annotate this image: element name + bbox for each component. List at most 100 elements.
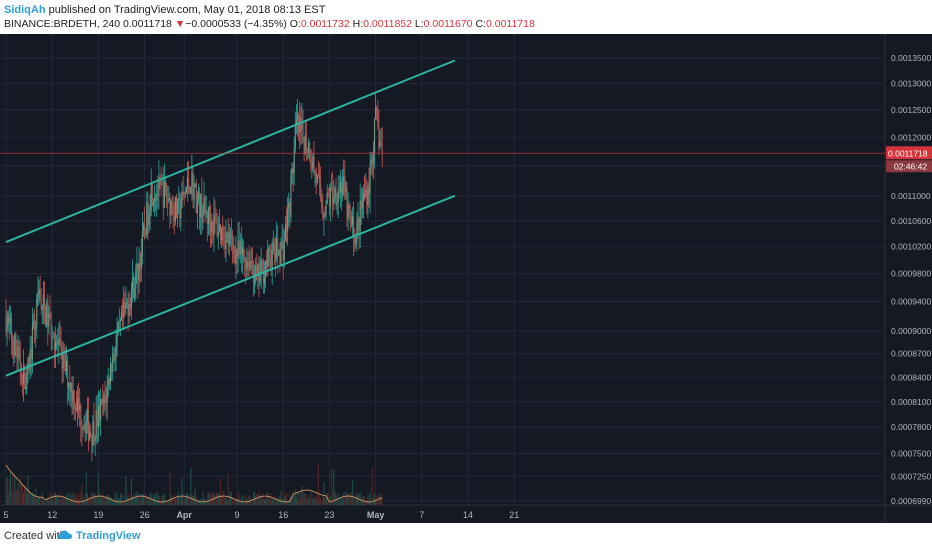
candle-body <box>144 224 146 232</box>
volume-bar <box>258 491 260 505</box>
candle-body <box>92 420 94 446</box>
candle-body <box>12 338 14 341</box>
volume-bar <box>314 497 316 505</box>
y-tick-label: 0.0009000 <box>891 326 931 336</box>
volume-bar <box>168 499 170 505</box>
volume-bar <box>261 492 263 505</box>
candle-body <box>208 207 211 221</box>
volume-bar <box>100 496 102 505</box>
open-value: 0.0011732 <box>300 18 350 30</box>
candle-body <box>47 302 49 327</box>
channel-lines[interactable] <box>5 59 456 377</box>
volume-bar <box>206 493 208 505</box>
candle-body <box>178 198 180 201</box>
x-tick-label: 5 <box>3 510 8 520</box>
volume-bar <box>377 496 379 505</box>
candle-body <box>367 186 369 206</box>
author-name[interactable]: SidiqAh <box>4 4 46 16</box>
volume-bar <box>93 494 95 505</box>
channel-lower-line[interactable] <box>5 194 456 377</box>
volume-bar <box>182 493 184 505</box>
channel-upper-line[interactable] <box>5 59 456 243</box>
candle-body <box>180 208 182 220</box>
candle-body <box>235 249 237 264</box>
volume-bar <box>148 499 150 505</box>
candle-body <box>68 382 70 388</box>
volume-bar <box>267 491 269 505</box>
candle-body <box>375 107 377 119</box>
volume-bar <box>45 500 47 505</box>
volume-bar <box>82 495 84 505</box>
candle-body <box>350 216 352 225</box>
volume-bar <box>241 494 244 505</box>
volume-bar <box>58 496 60 505</box>
volume-bar <box>63 498 65 505</box>
volume-bar <box>315 494 317 505</box>
volume-bar <box>320 498 322 505</box>
volume-bar <box>38 495 40 505</box>
volume-bar <box>73 498 75 505</box>
candle-body <box>236 249 238 257</box>
candle-body <box>51 337 53 340</box>
volume-bar <box>323 481 325 505</box>
volume-bar <box>259 495 261 505</box>
close-value: 0.0011718 <box>485 18 535 30</box>
candle-body <box>313 156 315 172</box>
volume-bar <box>260 498 262 505</box>
volume-bar <box>158 495 160 505</box>
volume-bar <box>116 491 118 505</box>
time-axis[interactable]: 5 12 19 26 Apr 9 16 23 May 7 14 21 <box>3 510 519 520</box>
candle-body <box>240 240 242 256</box>
candlestick-chart[interactable]: 0.0013500 0.0013000 0.0012500 0.0012000 0.00… <box>0 34 932 523</box>
volume-bar <box>67 500 69 505</box>
volume-bar <box>239 500 241 505</box>
candle-body <box>347 204 349 219</box>
volume-bar <box>313 496 315 505</box>
candle-body <box>241 246 244 256</box>
candle-body <box>283 240 285 261</box>
volume-bar <box>318 494 321 505</box>
candle-body <box>233 245 235 254</box>
volume-bar <box>65 494 68 505</box>
candle-body <box>50 315 52 340</box>
candle-body <box>83 424 85 427</box>
candle-body <box>104 394 106 401</box>
volume-bar <box>136 491 138 505</box>
volume-bar <box>14 477 16 505</box>
chart-area[interactable]: 0.0013500 0.0013000 0.0012500 0.0012000 0.00… <box>0 34 932 523</box>
volume-bar <box>188 497 190 505</box>
volume-bar <box>78 492 80 505</box>
volume-bar <box>134 498 136 505</box>
candle-body <box>127 301 129 316</box>
candle-body <box>124 302 126 309</box>
volume-bar <box>357 495 359 505</box>
volume-bar <box>250 500 252 505</box>
volume-bar <box>9 471 11 505</box>
candle-body <box>185 189 187 194</box>
volume-bar <box>355 496 357 505</box>
candle-body <box>76 397 79 412</box>
candle-body <box>215 219 217 221</box>
volume-bar <box>353 496 355 505</box>
volume-bar <box>133 492 135 505</box>
volume-bar <box>111 497 113 505</box>
volume-bar <box>324 498 326 505</box>
volume-bar <box>300 498 302 505</box>
candle-body <box>370 159 372 166</box>
candle-body <box>276 238 278 259</box>
volume-bar <box>135 493 137 505</box>
candle-body <box>146 201 148 236</box>
volume-bar <box>213 493 215 505</box>
tradingview-brand[interactable]: TradingView <box>76 530 141 542</box>
candle-body <box>327 192 329 198</box>
volume-bar <box>47 496 49 505</box>
candle-body <box>13 340 15 357</box>
candle-body <box>45 306 47 326</box>
volume-bar <box>208 493 211 505</box>
volume-bar <box>30 494 32 505</box>
candle-body <box>70 382 72 392</box>
high-value: 0.0011852 <box>363 18 412 30</box>
candle-body <box>378 126 380 148</box>
candle-body <box>364 193 366 197</box>
candle-body <box>87 410 90 440</box>
